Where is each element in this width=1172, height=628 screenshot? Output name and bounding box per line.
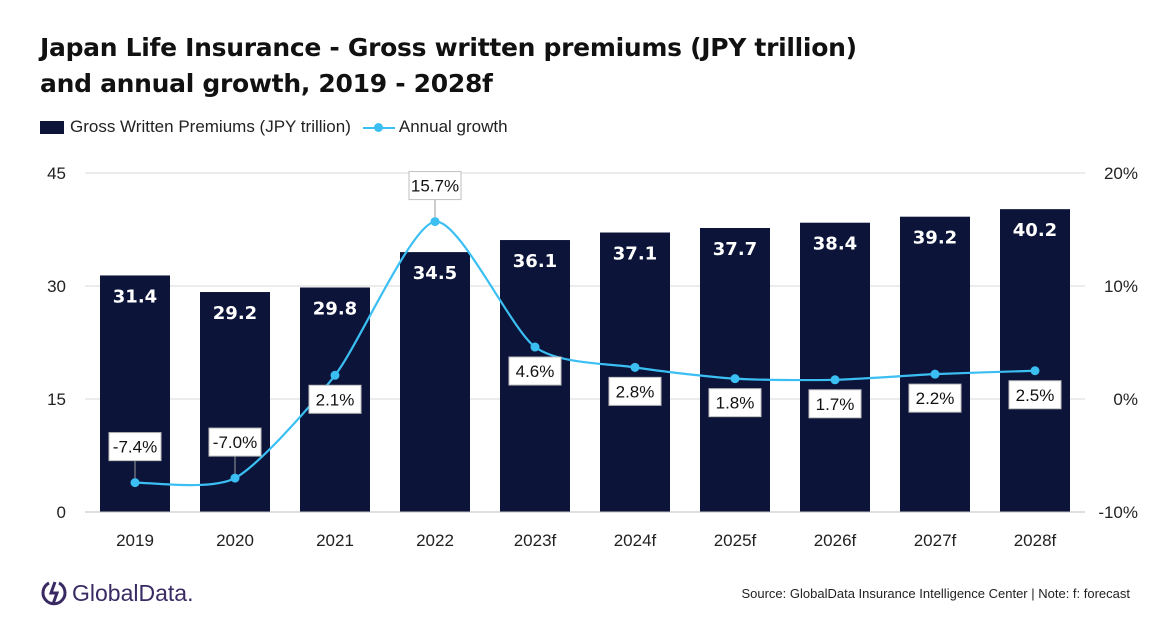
right-axis-tick: -10% [1098, 503, 1138, 522]
growth-label: 2.5% [1016, 386, 1055, 405]
x-axis-tick: 2028f [1014, 531, 1057, 550]
growth-point [230, 473, 240, 483]
bar-label: 39.2 [913, 228, 957, 249]
right-axis-tick: 20% [1104, 164, 1138, 183]
source-note: Source: GlobalData Insurance Intelligenc… [741, 586, 1130, 601]
legend-line-swatch [362, 121, 395, 134]
bar-label: 40.2 [1013, 220, 1057, 241]
bar [400, 252, 470, 512]
growth-label-box [708, 388, 762, 418]
right-axis-tick: 10% [1104, 277, 1138, 296]
growth-label: 2.2% [916, 389, 955, 408]
growth-label: 4.6% [516, 362, 555, 381]
growth-label-box [1008, 380, 1062, 410]
growth-label-box [208, 427, 262, 457]
bar [800, 222, 870, 512]
legend-line-label: Annual growth [398, 117, 508, 136]
growth-label: 15.7% [411, 177, 459, 196]
bar-label: 34.5 [413, 263, 457, 284]
growth-label: -7.0% [213, 433, 257, 452]
bar [1000, 209, 1070, 512]
logo: GlobalData. [40, 578, 193, 608]
growth-label-box [108, 432, 162, 462]
bar [900, 216, 970, 512]
growth-point [630, 362, 640, 372]
growth-label-box [408, 171, 462, 201]
growth-point [330, 370, 340, 380]
growth-label-box [808, 389, 862, 419]
legend-bar-label: Gross Written Premiums (JPY trillion) [70, 117, 351, 136]
growth-label-box [308, 384, 362, 414]
growth-label: 2.1% [316, 390, 355, 409]
growth-label: -7.4% [113, 438, 157, 457]
growth-label-box [508, 356, 562, 386]
left-axis-tick: 30 [47, 277, 66, 296]
growth-point [1030, 366, 1040, 376]
left-axis-tick: 45 [47, 164, 66, 183]
growth-line [134, 220, 1036, 487]
bar-label: 37.7 [713, 239, 757, 260]
bar-label: 29.8 [313, 299, 357, 320]
growth-label: 1.8% [716, 394, 755, 413]
x-axis-tick: 2027f [914, 531, 957, 550]
logo-text: GlobalData. [72, 579, 194, 606]
growth-point [130, 478, 140, 488]
growth-label: 1.7% [816, 395, 855, 414]
growth-point [930, 369, 940, 379]
growth-label: 2.8% [616, 382, 655, 401]
legend-bar-swatch [40, 120, 64, 134]
bar-label: 36.1 [513, 251, 557, 272]
chart-title: Japan Life Insurance - Gross written pre… [40, 30, 857, 102]
x-axis-tick: 2024f [614, 531, 657, 550]
bar-label: 37.1 [613, 244, 657, 265]
x-axis-tick: 2026f [814, 531, 857, 550]
x-axis-tick: 2022 [416, 531, 454, 550]
bar-label: 31.4 [113, 286, 157, 307]
growth-point [530, 342, 540, 352]
globaldata-logo-icon [41, 581, 67, 606]
growth-label-box [608, 376, 662, 406]
growth-point [830, 375, 840, 385]
growth-point [730, 374, 740, 384]
x-axis-tick: 2021 [316, 531, 354, 550]
left-axis-tick: 15 [47, 390, 66, 409]
x-axis-tick: 2025f [714, 531, 757, 550]
growth-point [430, 217, 440, 227]
x-axis-tick: 2020 [216, 531, 254, 550]
bar [600, 232, 670, 512]
x-axis-tick: 2019 [116, 531, 154, 550]
x-axis-tick: 2023f [514, 531, 557, 550]
left-axis-tick: 0 [57, 503, 66, 522]
bar-label: 29.2 [213, 303, 257, 324]
title-line-1: Japan Life Insurance - Gross written pre… [40, 33, 857, 62]
bar [700, 227, 770, 512]
bar-label: 38.4 [813, 234, 857, 255]
right-axis-tick: 0% [1113, 390, 1138, 409]
title-line-2: and annual growth, 2019 - 2028f [40, 69, 493, 98]
growth-label-box [908, 383, 962, 413]
legend: Gross Written Premiums (JPY trillion) An… [40, 117, 508, 137]
